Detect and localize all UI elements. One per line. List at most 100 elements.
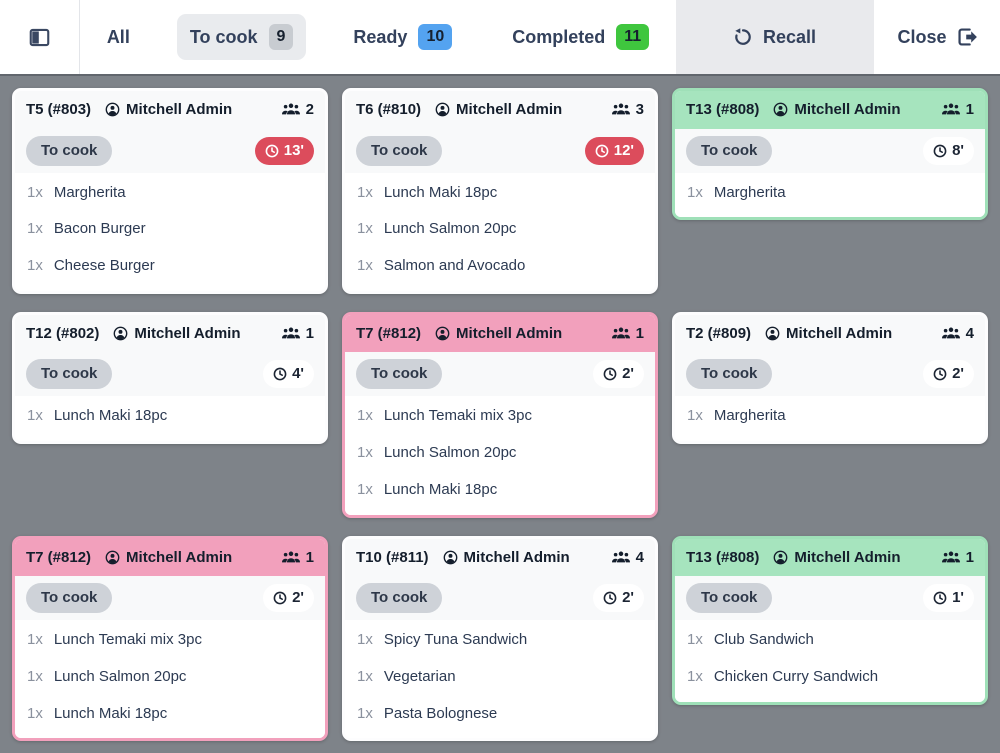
order-item-row[interactable]: 1x Spicy Tuna Sandwich [345, 622, 655, 659]
status-pill[interactable]: To cook [26, 583, 113, 613]
order-item-row[interactable]: 1x Margherita [15, 175, 325, 212]
table-label: T6 (#810) [356, 101, 422, 118]
order-card-header: T2 (#809) Mitchell Admin [675, 314, 985, 353]
order-item-row[interactable]: 1x Margherita [675, 398, 985, 435]
item-quantity: 1x [357, 183, 373, 201]
item-quantity: 1x [357, 257, 373, 274]
timer-pill: 2' [593, 360, 644, 389]
status-pill[interactable]: To cook [356, 583, 443, 613]
clock-icon [603, 591, 617, 605]
order-item-row[interactable]: 1x Bacon Burger [15, 211, 325, 248]
status-pill[interactable]: To cook [686, 135, 773, 166]
order-card-header: T5 (#803) Mitchell Admin [15, 91, 325, 129]
filter-all[interactable]: All [94, 18, 143, 56]
order-item-row[interactable]: 1x Chicken Curry Sandwich [675, 659, 985, 696]
timer-pill: 8' [923, 136, 974, 165]
status-pill[interactable]: To cook [686, 583, 773, 613]
item-name: Lunch Temaki mix 3pc [53, 631, 202, 648]
timer-pill: 4' [263, 360, 314, 389]
status-pill[interactable]: To cook [686, 359, 773, 390]
order-card[interactable]: T12 (#802) Mitchell Admin [12, 311, 328, 444]
order-card[interactable]: T13 (#808) Mitchell Admin [672, 535, 988, 705]
staff: Mitchell Admin [765, 324, 892, 344]
user-icon [105, 102, 120, 117]
staff-name: Mitchell Admin [456, 101, 563, 118]
table-label: T2 (#809) [686, 324, 752, 342]
table-label: T10 (#811) [356, 548, 429, 566]
order-item-row[interactable]: 1x Lunch Salmon 20pc [15, 659, 325, 696]
order-item-row[interactable]: 1x Lunch Temaki mix 3pc [15, 622, 325, 659]
filter-label: All [106, 27, 130, 47]
item-name: Vegetarian [383, 667, 456, 685]
order-card[interactable]: T13 (#808) Mitchell Admin [672, 88, 988, 221]
item-quantity: 1x [687, 407, 703, 425]
status-pill[interactable]: To cook [26, 135, 113, 166]
order-item-row[interactable]: 1x Club Sandwich [675, 622, 985, 659]
timer-value: 12' [613, 141, 634, 159]
item-name: Lunch Maki 18pc [53, 407, 168, 425]
guest-count-value: 1 [965, 101, 974, 118]
timer-value: 2' [622, 365, 634, 383]
guest-count-value: 4 [635, 548, 644, 566]
order-item-row[interactable]: 1x Margherita [675, 175, 985, 212]
order-card[interactable]: T2 (#809) Mitchell Admin [672, 311, 988, 444]
order-card[interactable]: T7 (#812) Mitchell Admin [12, 535, 328, 742]
user-icon [773, 102, 788, 117]
item-name: Lunch Maki 18pc [383, 480, 498, 498]
order-item-row[interactable]: 1x Lunch Temaki mix 3pc [345, 398, 655, 435]
status-pill[interactable]: To cook [356, 359, 443, 390]
order-item-row[interactable]: 1x Lunch Maki 18pc [345, 472, 655, 509]
user-icon [113, 326, 128, 341]
order-card[interactable]: T10 (#811) Mitchell Admin [342, 535, 658, 742]
item-quantity: 1x [27, 667, 43, 685]
guests-icon [281, 327, 300, 340]
item-quantity: 1x [357, 480, 373, 498]
recall-button[interactable]: Recall [676, 0, 874, 74]
timer-value: 4' [292, 365, 304, 383]
close-button[interactable]: Close [874, 0, 1000, 74]
order-card[interactable]: T6 (#810) Mitchell Admin [342, 88, 658, 294]
order-item-row[interactable]: 1x Lunch Maki 18pc [15, 398, 325, 435]
status-pill[interactable]: To cook [26, 359, 113, 390]
status-row: To cook 2' [345, 352, 655, 397]
sidebar-toggle-button[interactable] [0, 0, 80, 74]
item-name: Pasta Bolognese [383, 704, 498, 722]
order-card-header: T10 (#811) Mitchell Admin [345, 538, 655, 576]
order-item-row[interactable]: 1x Lunch Salmon 20pc [345, 435, 655, 472]
item-name: Bacon Burger [53, 220, 146, 238]
staff-name: Mitchell Admin [456, 324, 563, 342]
filter-to-cook[interactable]: To cook 9 [176, 14, 307, 60]
staff-name: Mitchell Admin [786, 324, 893, 342]
guest-count-value: 3 [635, 101, 644, 118]
order-card[interactable]: T7 (#812) Mitchell Admin [342, 311, 658, 518]
order-item-row[interactable]: 1x Salmon and Avocado [345, 248, 655, 285]
order-item-row[interactable]: 1x Lunch Salmon 20pc [345, 211, 655, 248]
item-quantity: 1x [27, 407, 43, 425]
timer-pill: 1' [923, 584, 974, 612]
staff: Mitchell Admin [773, 100, 901, 120]
filter-completed[interactable]: Completed 11 [499, 14, 662, 60]
panel-left-icon [29, 27, 50, 48]
timer-value: 2' [952, 365, 964, 383]
item-quantity: 1x [27, 704, 43, 722]
recall-label: Recall [762, 26, 817, 47]
staff-name: Mitchell Admin [794, 548, 901, 566]
table-label: T7 (#812) [356, 324, 422, 342]
order-item-row[interactable]: 1x Lunch Maki 18pc [345, 175, 655, 212]
item-quantity: 1x [27, 257, 43, 274]
item-name: Cheese Burger [53, 257, 155, 274]
order-item-row[interactable]: 1x Pasta Bolognese [345, 696, 655, 733]
clock-icon [933, 367, 947, 381]
order-item-row[interactable]: 1x Lunch Maki 18pc [15, 696, 325, 733]
clock-icon [265, 144, 279, 158]
status-row: To cook 2' [345, 576, 655, 620]
staff: Mitchell Admin [443, 548, 570, 568]
order-item-row[interactable]: 1x Vegetarian [345, 659, 655, 696]
count-badge: 11 [616, 24, 650, 50]
status-pill[interactable]: To cook [356, 135, 443, 166]
order-card[interactable]: T5 (#803) Mitchell Admin [12, 88, 328, 294]
timer-value: 1' [952, 589, 964, 606]
item-name: Lunch Maki 18pc [53, 704, 168, 722]
filter-ready[interactable]: Ready 10 [340, 14, 465, 60]
order-item-row[interactable]: 1x Cheese Burger [15, 248, 325, 285]
